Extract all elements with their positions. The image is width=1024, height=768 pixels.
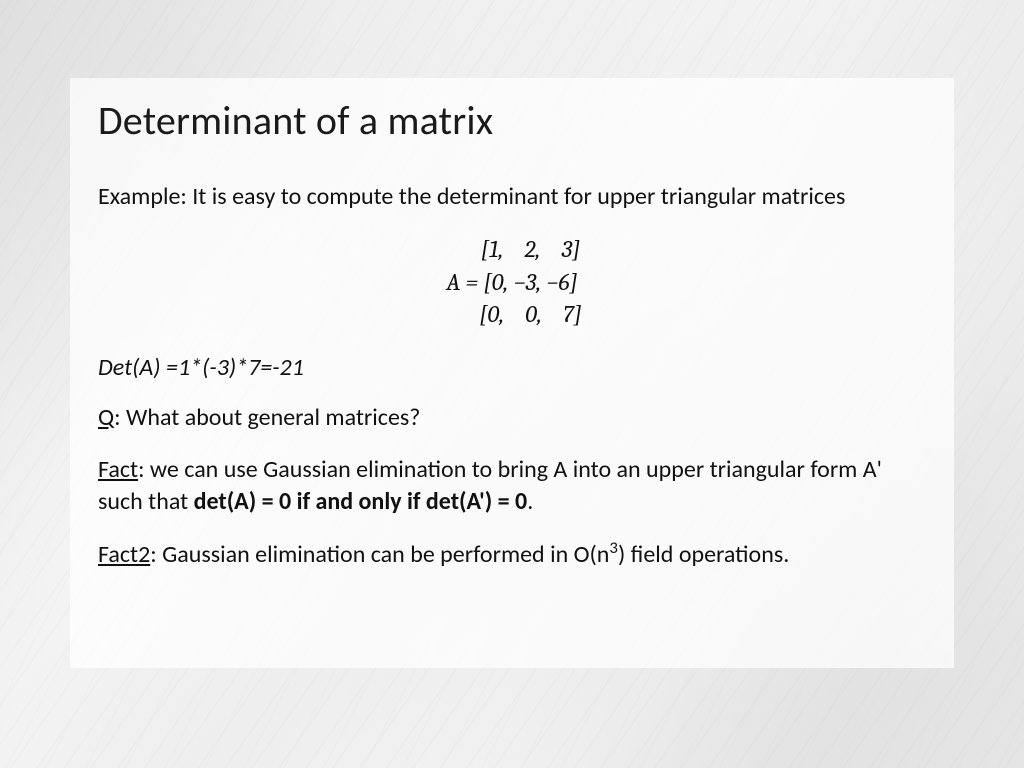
fact1-bold: det(A) = 0 if and only if det(A') = 0 <box>194 487 528 516</box>
fact2-text-a: : Gaussian elimination can be performed … <box>150 540 609 569</box>
slide-content: Determinant of a matrix Example: It is e… <box>70 78 954 668</box>
fact2-superscript: 3 <box>609 537 618 558</box>
fact2-line: Fact2: Gaussian elimination can be perfo… <box>98 539 926 571</box>
fact1-label: Fact <box>98 455 138 484</box>
matrix-display: A = [1, 2, 3] A = [0, −3, −6] A = [0, 0,… <box>98 233 926 330</box>
fact2-text-b: ) field operations. <box>618 540 789 569</box>
slide-title: Determinant of a matrix <box>98 96 926 145</box>
question-label: Q <box>98 403 114 432</box>
fact1-line: Fact: we can use Gaussian elimination to… <box>98 454 926 519</box>
matrix-row-1: A = [1, 2, 3] <box>98 233 926 265</box>
matrix-row-2: A = [0, −3, −6] <box>98 266 926 298</box>
question-text: : What about general matrices? <box>114 403 420 432</box>
determinant-result: Det(A) =1*(-3)*7=-21 <box>98 353 926 382</box>
matrix-row-3: A = [0, 0, 7] <box>98 298 926 330</box>
matrix-lhs: A = <box>446 268 483 296</box>
fact2-label: Fact2 <box>98 540 150 569</box>
example-intro: Example: It is easy to compute the deter… <box>98 181 926 213</box>
question-line: Q: What about general matrices? <box>98 402 926 434</box>
fact1-text-b: . <box>527 487 533 516</box>
